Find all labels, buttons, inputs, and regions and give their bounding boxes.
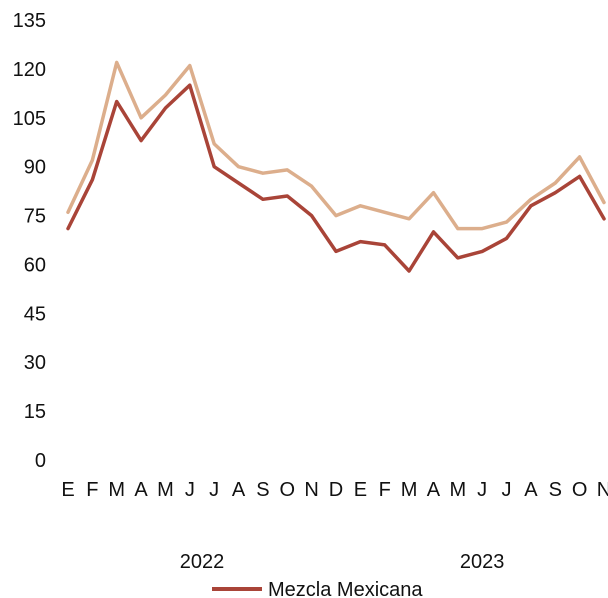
x-tick-label: F bbox=[379, 479, 391, 501]
y-tick-label: 30 bbox=[24, 352, 46, 374]
x-tick-label: M bbox=[449, 479, 466, 501]
y-tick-label: 15 bbox=[24, 401, 46, 423]
x-tick-label: S bbox=[256, 479, 269, 501]
y-tick-label: 60 bbox=[24, 254, 46, 276]
series-line-mezcla-mexicana bbox=[66, 83, 606, 273]
series-line-series-2 bbox=[66, 60, 606, 231]
x-tick-label: N bbox=[597, 479, 608, 501]
x-tick-label: D bbox=[329, 479, 343, 501]
y-tick-label: 105 bbox=[13, 108, 46, 130]
x-tick-label: J bbox=[502, 479, 512, 501]
x-tick-label: F bbox=[86, 479, 98, 501]
x-tick-label: A bbox=[232, 479, 246, 501]
legend: Mezcla Mexicana bbox=[212, 579, 423, 598]
x-tick-label: J bbox=[185, 479, 195, 501]
series-layer bbox=[66, 60, 606, 273]
y-tick-label: 75 bbox=[24, 206, 46, 228]
x-tick-label: M bbox=[401, 479, 418, 501]
x-tick-label: A bbox=[524, 479, 538, 501]
y-tick-label: 90 bbox=[24, 157, 46, 179]
x-tick-label: M bbox=[157, 479, 174, 501]
x-tick-label: M bbox=[108, 479, 125, 501]
legend-label-mezcla-mexicana: Mezcla Mexicana bbox=[268, 579, 423, 598]
y-tick-label: 45 bbox=[24, 303, 46, 325]
y-tick-label: 135 bbox=[13, 10, 46, 32]
x-tick-label: S bbox=[549, 479, 562, 501]
y-axis-ticks: 0 15 30 45 60 75 90 105 120 135 bbox=[13, 10, 46, 472]
x-tick-label: O bbox=[279, 479, 295, 501]
x-tick-label: O bbox=[572, 479, 588, 501]
x-tick-label: E bbox=[354, 479, 367, 501]
y-tick-label: 120 bbox=[13, 59, 46, 81]
year-label-2023: 2023 bbox=[460, 551, 505, 573]
x-tick-label: A bbox=[134, 479, 148, 501]
year-label-2022: 2022 bbox=[180, 551, 225, 573]
x-tick-label: J bbox=[477, 479, 487, 501]
x-axis-year-labels: 2022 2023 bbox=[180, 551, 505, 573]
x-tick-label: E bbox=[61, 479, 74, 501]
y-tick-label: 0 bbox=[35, 450, 46, 472]
x-tick-label: N bbox=[304, 479, 318, 501]
x-tick-label: J bbox=[209, 479, 219, 501]
x-tick-label: A bbox=[427, 479, 441, 501]
